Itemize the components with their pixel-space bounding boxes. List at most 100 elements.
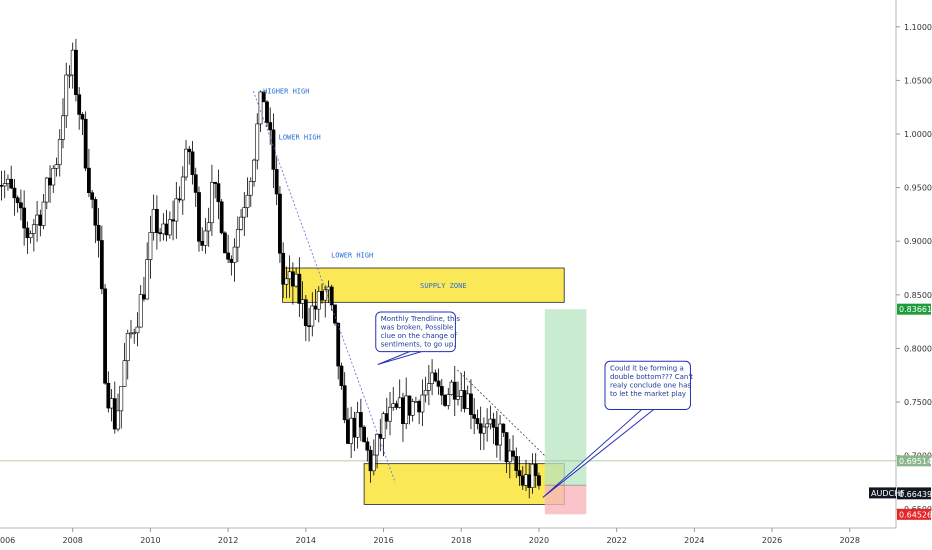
- callout-text-line: was broken, Possible: [381, 323, 454, 331]
- candle-body: [161, 223, 166, 235]
- candle-body: [329, 286, 334, 306]
- x-tick-label: 2010: [140, 536, 160, 545]
- symbol-tag-bg: [869, 487, 896, 499]
- position-profit-zone: [544, 309, 587, 486]
- callout-box: [375, 311, 456, 353]
- candle-body: [307, 325, 311, 327]
- candle-body: [122, 360, 127, 387]
- candle-body: [151, 209, 156, 233]
- candle-body: [488, 418, 493, 425]
- x-tick-label: 2026: [762, 536, 782, 545]
- candle-body: [323, 289, 328, 301]
- candle-body: [200, 240, 205, 246]
- candle-body: [384, 413, 389, 422]
- candle-body: [142, 294, 146, 300]
- candle-body: [316, 291, 321, 310]
- candle-body: [358, 412, 363, 428]
- candle-body: [180, 176, 185, 201]
- candle-body: [352, 417, 357, 438]
- drawings-layer: HIGHER HIGH LOWER HIGH LOWER HIGH Monthly T…: [252, 87, 693, 498]
- candle-body: [103, 288, 107, 384]
- candle-body: [158, 232, 163, 235]
- candle-body: [433, 372, 438, 382]
- candle-body: [51, 168, 56, 186]
- candle-body: [109, 398, 114, 409]
- candle-body: [252, 159, 256, 182]
- candle-body: [524, 474, 528, 486]
- callout-box: [604, 360, 691, 411]
- candle-body: [90, 192, 95, 200]
- x-tick-label: 2012: [218, 536, 238, 545]
- annotation-label: LOWER HIGH: [279, 133, 321, 141]
- candle-body: [478, 423, 483, 434]
- candle-body: [22, 207, 27, 229]
- candle-body: [177, 198, 182, 201]
- callout-text-line: to let the market play: [610, 390, 686, 398]
- candle-body: [452, 381, 457, 400]
- candle-body: [197, 192, 201, 242]
- candle-body: [15, 197, 20, 204]
- price-tag-bg: [897, 508, 931, 520]
- candle-body: [203, 230, 208, 246]
- candle-body: [67, 74, 72, 77]
- candle-body: [300, 299, 305, 304]
- candle-body: [138, 294, 143, 328]
- candle-body: [430, 372, 434, 384]
- candle-body: [35, 214, 39, 226]
- candle-body: [226, 252, 231, 260]
- x-tick-label: 2028: [840, 536, 860, 545]
- candle-body: [184, 148, 188, 178]
- annotation-label: HIGHER HIGH: [263, 87, 309, 95]
- candle-body: [213, 181, 218, 184]
- candle-body: [265, 101, 269, 123]
- candle-body: [6, 178, 10, 184]
- candle-body: [346, 419, 350, 444]
- x-tick-label: 2014: [296, 536, 316, 545]
- candle-body: [190, 151, 195, 176]
- candle-body: [61, 115, 65, 140]
- candle-body: [96, 224, 101, 241]
- y-tick-label: 1.05000: [904, 76, 932, 85]
- candle-body: [9, 178, 14, 189]
- candle-body: [28, 233, 33, 239]
- zones-layer: SUPPLY ZONE: [0, 267, 896, 515]
- candle-body: [216, 183, 221, 203]
- candle-body: [77, 94, 82, 115]
- candle-body: [112, 398, 117, 430]
- candle-body: [349, 417, 354, 444]
- candle-body: [174, 198, 179, 222]
- candle-body: [2, 183, 7, 187]
- candle-body: [106, 382, 111, 409]
- candle-body: [465, 393, 470, 409]
- candle-body: [333, 304, 337, 324]
- callout-pointer: [377, 351, 422, 365]
- candle-body: [336, 322, 341, 367]
- candle-body: [439, 386, 444, 396]
- callout-text-line: Could it be forming a: [610, 364, 684, 372]
- candle-body: [507, 450, 512, 463]
- price-tag-label: 0.69514: [899, 457, 932, 466]
- candle-body: [391, 403, 396, 408]
- candle-body: [449, 381, 454, 395]
- candle-body: [426, 383, 431, 391]
- candle-body: [70, 49, 75, 76]
- candle-body: [187, 148, 192, 153]
- candle-body: [294, 273, 299, 287]
- candle-body: [19, 202, 23, 209]
- candle-body: [446, 394, 451, 406]
- candle-body: [274, 169, 279, 195]
- callout-pointer: [542, 409, 655, 498]
- candle-body: [171, 219, 175, 222]
- candle-body: [397, 397, 402, 408]
- candle-body: [210, 181, 214, 224]
- candle-body: [410, 401, 415, 416]
- candle-body: [475, 418, 480, 424]
- candle-body: [401, 397, 405, 424]
- candle-body: [481, 426, 486, 434]
- candle-body: [417, 401, 422, 413]
- candle-body: [530, 463, 535, 488]
- x-tick-label: 2022: [606, 536, 626, 545]
- candle-body: [167, 219, 172, 236]
- price-tag-bg: [897, 455, 931, 467]
